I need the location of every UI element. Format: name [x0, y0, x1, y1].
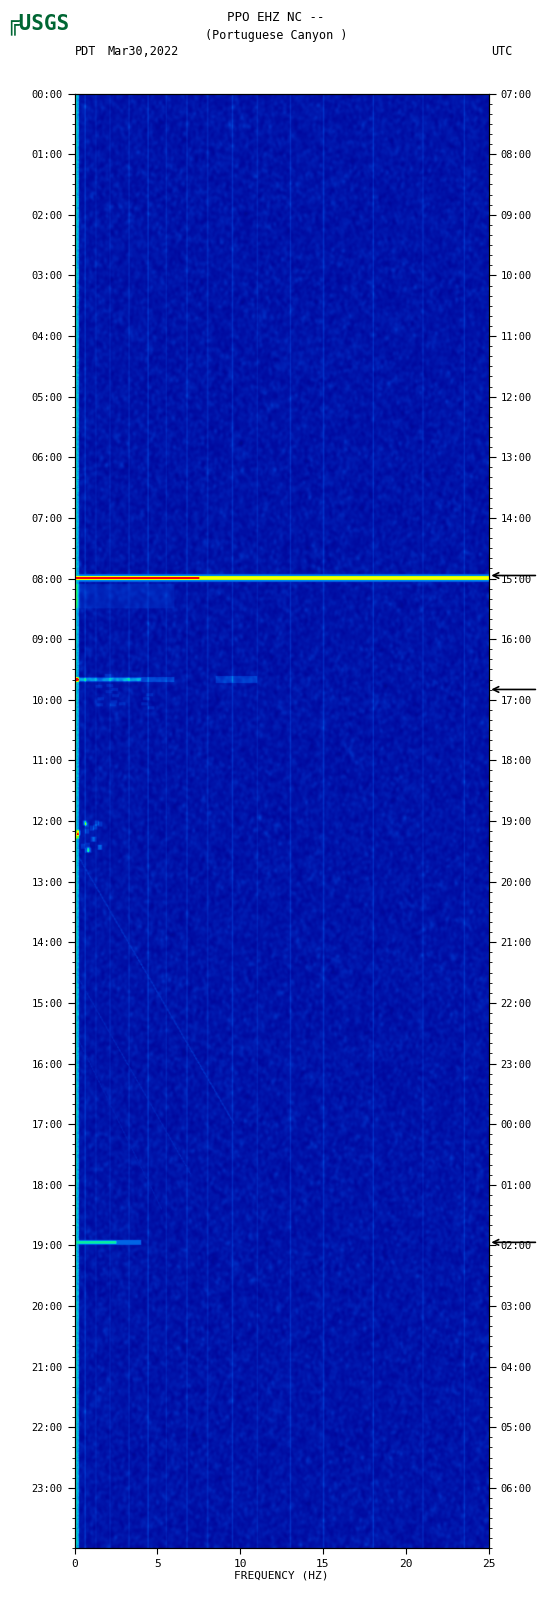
Text: UTC: UTC [491, 45, 513, 58]
Text: PDT: PDT [75, 45, 96, 58]
Text: ╔USGS: ╔USGS [7, 13, 70, 34]
Text: Mar30,2022: Mar30,2022 [108, 45, 179, 58]
Text: (Portuguese Canyon ): (Portuguese Canyon ) [205, 29, 347, 42]
Text: PPO EHZ NC --: PPO EHZ NC -- [227, 11, 325, 24]
X-axis label: FREQUENCY (HZ): FREQUENCY (HZ) [234, 1571, 329, 1581]
